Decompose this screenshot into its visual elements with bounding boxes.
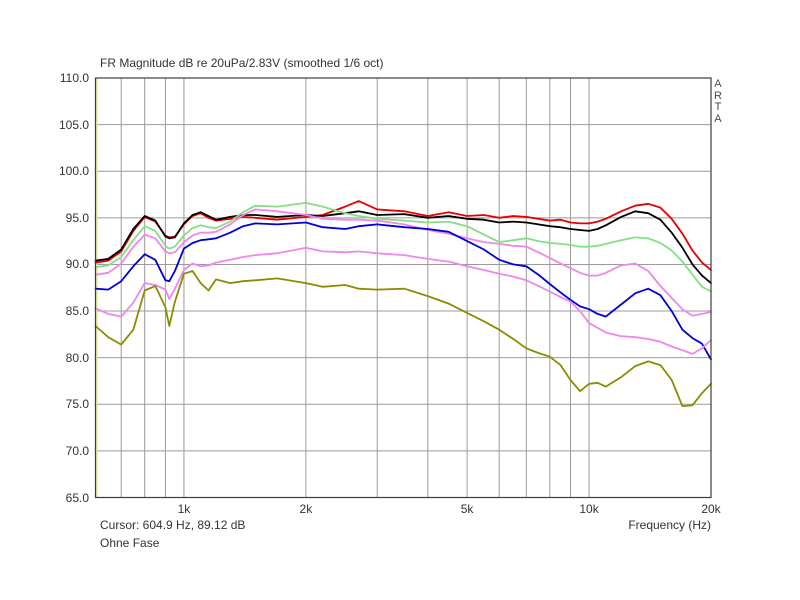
curve-violet-1 [94, 208, 712, 317]
curve-red [94, 200, 712, 271]
x-tick-label: 20k [701, 502, 721, 516]
y-tick-label: 90.0 [65, 257, 89, 272]
y-tick-label: 105.0 [58, 117, 89, 132]
x-tick-label: 2k [299, 502, 313, 516]
x-axis-label: Frequency (Hz) [628, 518, 711, 532]
y-tick-label: 65.0 [65, 490, 89, 505]
x-tick-label: 10k [579, 502, 599, 516]
chart-title: FR Magnitude dB re 20uPa/2.83V (smoothed… [100, 56, 384, 70]
y-tick-label: 100.0 [58, 164, 89, 179]
arta-watermark: A R T A [714, 78, 722, 125]
curve-violet-2 [94, 246, 712, 355]
x-tick-label: 5k [460, 502, 474, 516]
curve-blue [94, 221, 712, 361]
plot-frame [94, 77, 712, 499]
y-tick-label: 70.0 [65, 443, 89, 458]
curve-green [94, 201, 712, 293]
y-tick-label: 80.0 [65, 350, 89, 365]
overlay-label: Ohne Fase [100, 536, 160, 550]
x-tick-label: 1k [177, 502, 191, 516]
y-tick-label: 110.0 [59, 71, 89, 85]
y-tick-label: 75.0 [65, 397, 89, 412]
cursor-readout: Cursor: 604.9 Hz, 89.12 dB [100, 518, 246, 532]
curve-olive [94, 270, 712, 408]
y-tick-label: 95.0 [65, 210, 89, 225]
curve-black [94, 210, 712, 285]
y-tick-label: 85.0 [65, 304, 89, 319]
